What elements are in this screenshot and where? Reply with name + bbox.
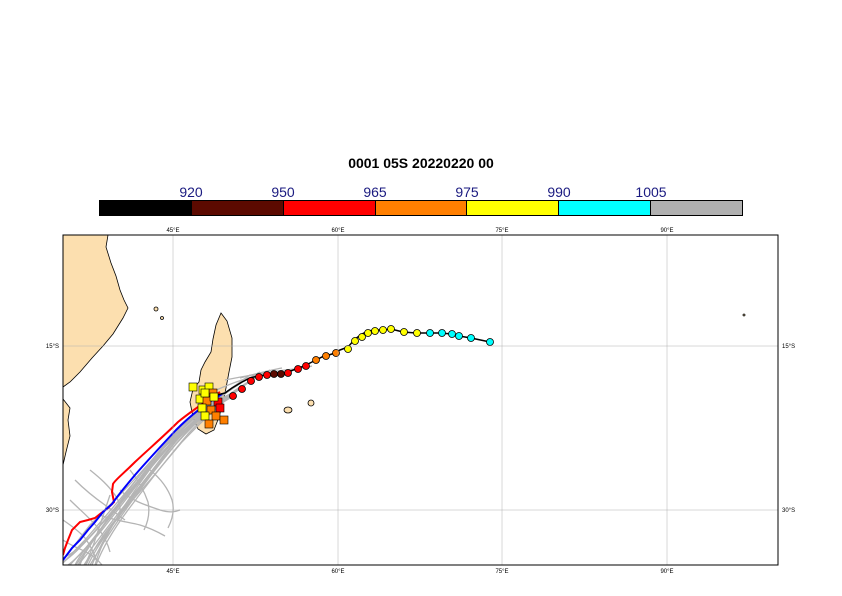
track-point [322,352,330,360]
lon-tick-bottom-90e: 90°E [660,569,673,575]
map-frame [62,234,779,566]
landfall-marker [200,411,210,421]
track-point [426,329,434,337]
lon-tick-top-75e: 75°E [495,228,508,234]
colorbar-segment-2 [191,201,284,215]
observed-track-points [229,325,494,400]
colorbar-segment-1 [100,201,192,215]
control-forecast-track [63,393,223,561]
colorbar-label-965: 965 [363,184,387,200]
landfall-marker [197,403,207,413]
track-point [358,333,366,341]
track-point [255,373,263,381]
colorbar-label-920: 920 [179,184,203,200]
landfall-marker [206,405,216,415]
track-point [284,369,292,377]
track-point [455,332,463,340]
track-point [229,392,237,400]
lat-tick-left-30s: 30°S [46,508,59,514]
africa-landmass [63,235,129,466]
graticule [63,235,778,565]
colorbar-segment-7 [651,201,743,215]
islet [742,313,746,317]
track-point [467,334,475,342]
lon-tick-bottom-75e: 75°E [495,569,508,575]
lat-tick-right-15s: 15°S [782,344,795,350]
track-point [294,365,302,373]
track-point [486,338,494,346]
lon-tick-top-45e: 45°E [166,228,179,234]
lon-tick-top-60e: 60°E [331,228,344,234]
track-point [238,385,246,393]
deterministic-forecast-track [63,391,221,556]
track-point [438,329,446,337]
track-point [247,377,255,385]
track-point [448,330,456,338]
colorbar-segment-3 [283,201,376,215]
track-point [277,370,285,378]
track-point [302,362,310,370]
track-point [413,329,421,337]
ocean-background [63,235,778,565]
page-title: 0001 05S 20220220 00 [348,155,494,171]
mauritius-island [283,406,293,414]
colorbar-label-975: 975 [455,184,479,200]
lon-tick-bottom-45e: 45°E [166,569,179,575]
landfall-marker [188,382,198,392]
track-point [263,371,271,379]
lat-tick-right-30s: 30°S [782,508,795,514]
track-point [270,370,278,378]
track-point [400,328,408,336]
colorbar-segment-6 [559,201,652,215]
track-point [371,327,379,335]
colorbar-label-950: 950 [271,184,295,200]
lon-tick-top-90e: 90°E [660,228,673,234]
colorbar-segment-4 [375,201,468,215]
track-point [379,326,387,334]
track-point [332,349,340,357]
colorbar-segment-5 [467,201,560,215]
lat-tick-left-15s: 15°S [46,344,59,350]
comoros-island [153,306,159,312]
landfall-marker [204,419,214,429]
track-point [344,345,352,353]
track-point [387,325,395,333]
landfall-marker [211,411,221,421]
landfall-marker [219,415,229,425]
lon-tick-bottom-60e: 60°E [331,569,344,575]
pressure-colorbar [99,200,743,216]
landfall-marker [209,392,219,402]
colorbar-label-990: 990 [547,184,571,200]
landfall-marker [215,403,225,413]
landfall-marker [200,388,210,398]
track-point [351,337,359,345]
track-point [364,329,372,337]
reunion-island [307,399,315,407]
ensemble-landfall-markers [188,382,229,429]
track-point [312,356,320,364]
colorbar-label-1005: 1005 [635,184,667,200]
comoros-island [160,316,164,320]
